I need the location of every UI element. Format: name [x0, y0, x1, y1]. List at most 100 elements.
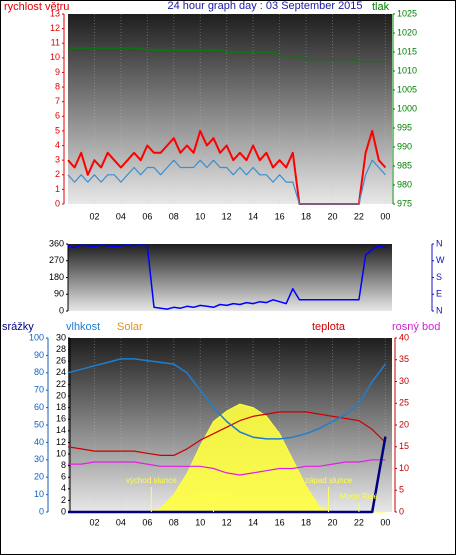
x-tick-label: 08	[169, 211, 179, 221]
y-tick-label: W	[436, 255, 445, 265]
y-tick-label: 0	[399, 506, 404, 516]
y-tick-label: 270	[49, 255, 64, 265]
y-tick-label: 4	[61, 483, 66, 493]
x-tick-label: 00	[380, 211, 390, 221]
x-tick-label: 18	[301, 211, 311, 221]
axis-label: vlhkost	[66, 321, 100, 333]
x-tick-label: 22	[354, 517, 364, 527]
x-tick-label: 20	[327, 211, 337, 221]
y-tick-label: 995	[397, 122, 412, 132]
y-tick-label: 1025	[397, 8, 417, 18]
y-tick-label: 0	[61, 506, 66, 516]
series-line	[67, 411, 386, 456]
annotation: Moon Rise	[340, 492, 379, 501]
y-tick-label: 8	[55, 81, 60, 91]
y-tick-label: 5	[55, 125, 60, 135]
x-tick-label: 22	[354, 211, 364, 221]
x-tick-label: 14	[248, 211, 258, 221]
y-tick-label: 80	[34, 367, 44, 377]
x-tick-label: 02	[89, 517, 99, 527]
x-tick-label: 04	[116, 211, 126, 221]
x-tick-label: 00	[380, 517, 390, 527]
annotation: západ slunce	[305, 476, 353, 485]
y-tick-label: 3	[55, 155, 60, 165]
y-tick-label: 1020	[397, 27, 417, 37]
x-tick-label: 06	[142, 211, 152, 221]
y-tick-label: N	[436, 238, 443, 248]
y-tick-label: 1010	[397, 65, 417, 75]
y-tick-label: 1005	[397, 84, 417, 94]
y-tick-label: 25	[399, 398, 409, 408]
y-tick-label: 12	[56, 437, 66, 447]
y-tick-label: 13	[50, 8, 60, 18]
axis-label: rosný bod	[392, 321, 440, 333]
y-tick-label: 10	[50, 52, 60, 62]
axis-label: tlak	[372, 1, 390, 13]
x-tick-label: 18	[301, 517, 311, 527]
y-tick-label: 1015	[397, 46, 417, 56]
y-tick-label: 35	[399, 354, 409, 364]
y-tick-label: 70	[34, 385, 44, 395]
y-tick-label: 2	[55, 169, 60, 179]
y-tick-label: 24	[56, 367, 66, 377]
y-tick-label: 20	[399, 419, 409, 429]
y-tick-label: 10	[56, 448, 66, 458]
annotation: Moon Set	[196, 492, 231, 501]
x-tick-label: 10	[195, 211, 205, 221]
series-line	[67, 159, 386, 205]
y-tick-label: 10	[34, 489, 44, 499]
y-tick-label: N	[436, 305, 443, 315]
series-line	[68, 436, 387, 514]
y-tick-label: 985	[397, 160, 412, 170]
x-tick-label: 12	[222, 211, 232, 221]
y-tick-label: 9	[55, 67, 60, 77]
x-tick-label: 02	[89, 211, 99, 221]
y-tick-label: 990	[397, 141, 412, 151]
y-tick-label: 0	[39, 506, 44, 516]
x-tick-label: 14	[248, 517, 258, 527]
y-tick-label: 180	[49, 272, 64, 282]
y-tick-label: 4	[55, 140, 60, 150]
y-tick-label: 975	[397, 198, 412, 208]
y-tick-label: 8	[61, 460, 66, 470]
axis-label: srážky	[2, 321, 34, 333]
y-tick-label: 5	[399, 485, 404, 495]
x-tick-label: 04	[116, 517, 126, 527]
y-tick-label: 0	[55, 198, 60, 208]
y-tick-label: 50	[34, 419, 44, 429]
y-tick-label: 18	[56, 402, 66, 412]
y-tick-label: 980	[397, 179, 412, 189]
y-tick-label: 15	[399, 441, 409, 451]
y-tick-label: 40	[34, 437, 44, 447]
series-line	[68, 47, 386, 63]
axis-label: teplota	[312, 321, 346, 333]
y-tick-label: 30	[34, 454, 44, 464]
y-tick-label: 30	[399, 376, 409, 386]
y-tick-label: 0	[59, 305, 64, 315]
y-tick-label: 22	[56, 379, 66, 389]
axis-label: Solar	[117, 321, 143, 333]
plot-area	[68, 244, 392, 311]
y-tick-label: 100	[29, 332, 44, 342]
y-tick-label: 40	[399, 332, 409, 342]
x-tick-label: 20	[327, 517, 337, 527]
y-tick-label: 7	[55, 96, 60, 106]
y-tick-label: 14	[56, 425, 66, 435]
y-tick-label: 1	[55, 184, 60, 194]
x-tick-label: 12	[222, 517, 232, 527]
y-tick-label: 10	[399, 463, 409, 473]
y-tick-label: 20	[34, 472, 44, 482]
y-tick-label: 90	[54, 289, 64, 299]
y-tick-label: 60	[34, 402, 44, 412]
y-tick-label: 360	[49, 238, 64, 248]
y-tick-label: 20	[56, 390, 66, 400]
series-line	[67, 358, 386, 440]
x-tick-label: 10	[195, 517, 205, 527]
axis-label: rychlost větru	[4, 1, 69, 13]
chart-title: 24 hour graph day : 03 September 2015	[167, 0, 362, 12]
y-tick-label: 11	[51, 38, 60, 48]
x-tick-label: 16	[275, 517, 285, 527]
y-tick-label: 6	[55, 111, 60, 121]
y-tick-label: 1000	[397, 103, 417, 113]
